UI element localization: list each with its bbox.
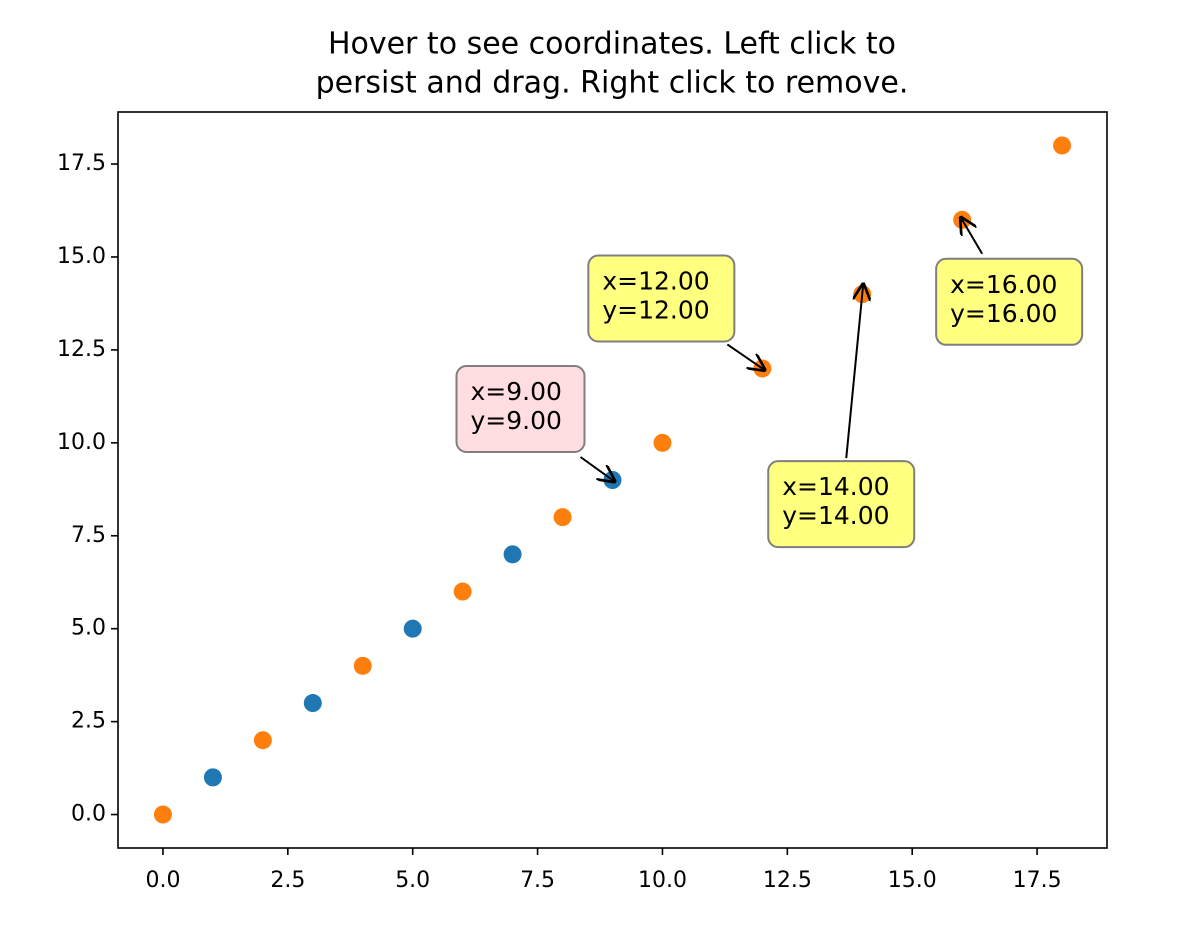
point xyxy=(503,545,522,564)
y-tick-label: 10.0 xyxy=(57,430,106,455)
point xyxy=(153,805,172,824)
annotation-text: x=16.00 xyxy=(950,270,1057,299)
annotation-text: x=14.00 xyxy=(782,472,889,501)
point xyxy=(553,508,572,527)
annotation-text: x=12.00 xyxy=(602,266,709,295)
x-tick-label: 17.5 xyxy=(1013,868,1062,893)
chart-title: persist and drag. Right click to remove. xyxy=(316,66,909,101)
annotation-arrow xyxy=(961,218,984,255)
x-tick-label: 15.0 xyxy=(888,868,937,893)
annotation-text: y=14.00 xyxy=(782,501,889,530)
annotation-box xyxy=(587,254,736,343)
point xyxy=(453,582,472,601)
point xyxy=(1053,136,1072,155)
y-tick-label: 7.5 xyxy=(71,523,106,548)
point xyxy=(353,656,372,675)
annotation-box xyxy=(767,460,916,549)
annotation-box xyxy=(455,365,586,453)
annotation-arrow xyxy=(845,284,863,459)
x-tick-label: 5.0 xyxy=(395,868,430,893)
annotation-text: x=9.00 xyxy=(471,377,562,406)
y-tick-label: 12.5 xyxy=(57,337,106,362)
y-tick-label: 5.0 xyxy=(71,616,106,641)
point xyxy=(253,731,272,750)
annotation-text: y=16.00 xyxy=(950,299,1057,328)
x-tick-label: 7.5 xyxy=(520,868,555,893)
y-tick-label: 0.0 xyxy=(71,802,106,827)
x-tick-label: 10.0 xyxy=(638,868,687,893)
x-tick-label: 2.5 xyxy=(270,868,305,893)
annotation-arrow xyxy=(579,456,615,481)
point xyxy=(303,694,322,713)
x-tick-label: 12.5 xyxy=(763,868,812,893)
y-tick-label: 17.5 xyxy=(57,151,106,176)
annotation-box xyxy=(935,257,1084,346)
x-tick-label: 0.0 xyxy=(145,868,180,893)
annotation-text: y=9.00 xyxy=(471,406,562,435)
y-tick-label: 2.5 xyxy=(71,709,106,734)
y-tick-label: 15.0 xyxy=(57,244,106,269)
chart-title: Hover to see coordinates. Left click to xyxy=(328,27,896,62)
point xyxy=(653,433,672,452)
point xyxy=(203,768,222,787)
point xyxy=(403,619,422,638)
plot-frame xyxy=(117,111,1108,849)
annotation-arrow xyxy=(726,343,764,369)
annotation-text: y=12.00 xyxy=(602,295,709,324)
